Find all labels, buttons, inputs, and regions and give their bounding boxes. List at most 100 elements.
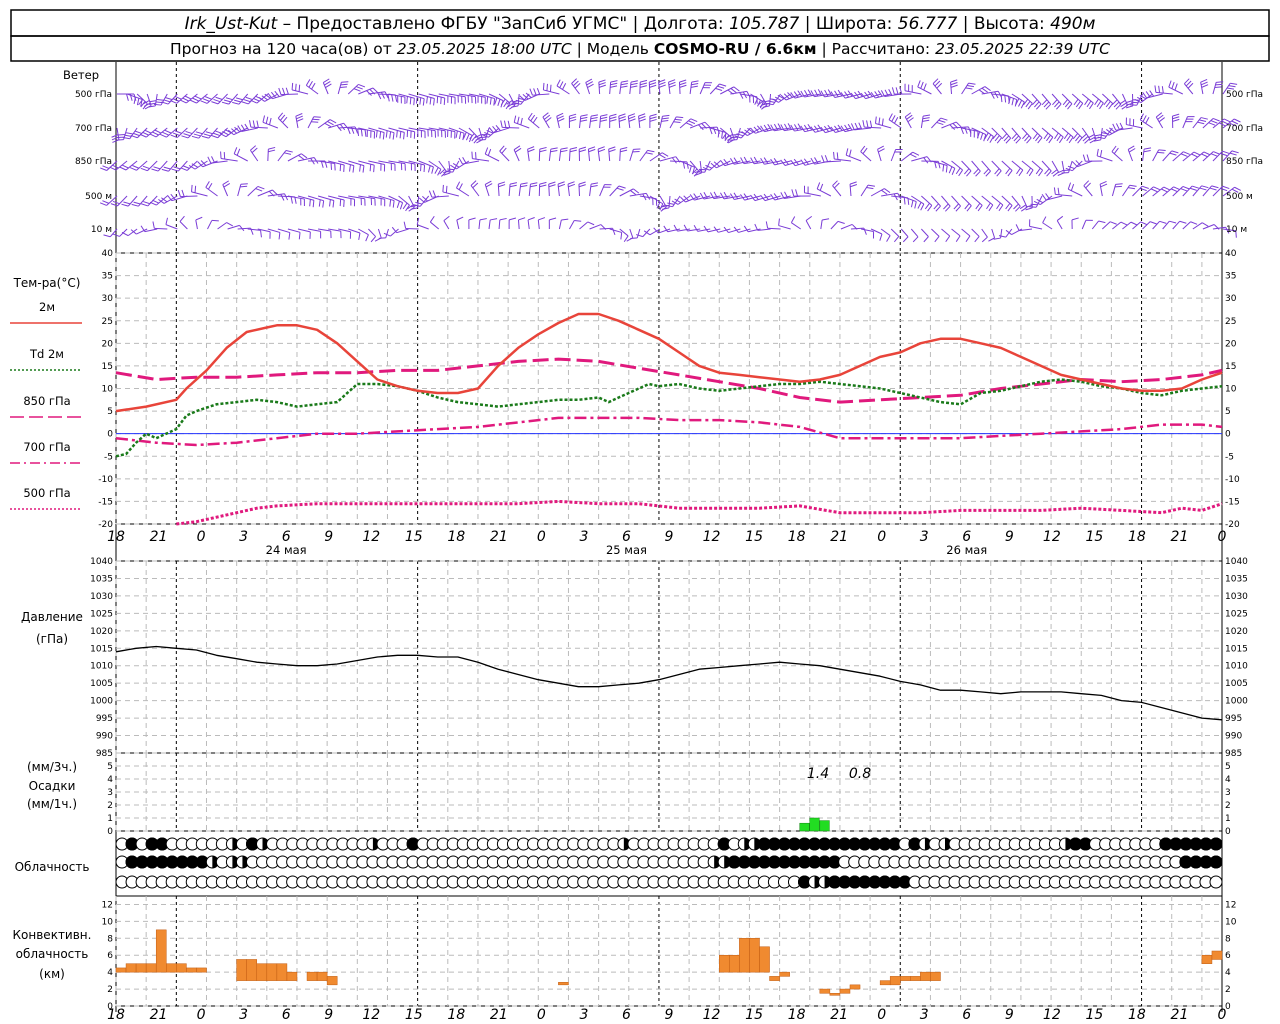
conv-bar [135,963,147,973]
wind-barb [428,127,446,132]
wind-feather [955,121,962,128]
wind-feather [441,171,447,177]
wind-feather [1120,221,1128,226]
wind-barb [609,185,620,197]
wind-feather [580,116,588,120]
wind-feather [621,80,629,83]
wind-feather [797,90,803,97]
conv-bar [115,967,127,973]
wind-barb [247,228,261,231]
ytick-right: 25 [1225,317,1236,327]
hour-label-top: 18 [447,529,465,545]
wind-feather [803,124,809,132]
wind-feather [111,164,119,169]
wind-feather [628,118,636,122]
wind-barb [585,82,591,95]
wind-barb [247,186,259,197]
precip-bar [799,822,810,832]
forecast-label: Прогноз на 120 часа(ов) от [170,40,392,58]
hour-label-bottom: 3 [239,1007,248,1023]
wind-feather [339,124,346,131]
wind-barb [1121,93,1129,106]
wind-feather [888,113,893,120]
wind-feather [296,118,304,122]
wind-barb [498,93,511,104]
wind-feather [527,146,535,150]
wind-barb [277,228,290,234]
wind-barb [733,160,751,165]
wind-feather [730,88,737,94]
wind-feather [193,133,201,137]
wind-feather [671,157,677,164]
wind-feather [256,120,259,128]
wind-feather [347,127,351,135]
wind-feather [443,215,450,221]
wind-feather [495,124,501,132]
wind-feather [988,237,995,242]
wind-barb [207,220,213,230]
wind-feather [353,88,361,92]
legend-label: 2м [39,300,55,314]
wind-feather [1065,167,1073,172]
wind-barb [408,127,426,132]
wind-feather [141,203,148,207]
wind-feather [723,158,729,165]
wind-feather [207,156,212,164]
wind-feather [245,96,253,101]
wind-feather [323,78,330,84]
wind-feather [456,181,461,189]
wind-barb [338,160,355,167]
wind-feather [427,165,431,173]
wind-barb [917,86,932,95]
wind-barb [1041,93,1052,105]
wind-feather [514,147,522,153]
wind-feather [817,89,823,96]
wind-feather [1043,132,1049,140]
wind-barb [556,85,570,95]
wind-feather [100,167,107,171]
wind-feather [854,122,859,130]
wind-feather [773,193,779,200]
wind-barb [753,160,771,165]
ytick-right: 8 [1225,934,1231,944]
wind-barb [1202,224,1215,230]
wind-feather [579,149,587,153]
wind-feather [1169,220,1177,224]
wind-feather [763,193,769,200]
wind-feather [750,194,756,201]
wind-feather [170,193,176,200]
wind-feather [527,217,535,221]
wind-barb [398,195,410,206]
wind-barb [880,228,891,236]
wind-barb [1021,195,1028,208]
wind-feather [487,148,492,156]
wind-feather [484,180,492,185]
wind-barb [267,149,269,162]
wind-feather [126,93,129,101]
wind-barb [941,195,951,207]
wind-barb [571,83,580,95]
wind-barb [870,188,885,197]
wind-feather [139,133,147,138]
wind-barb [981,160,991,172]
ytick-left: 1040 [90,557,113,567]
wind-feather [844,91,850,98]
wind-barb [578,184,581,197]
wind-feather [800,159,806,166]
wind-feather [1098,220,1106,224]
wind-barb [890,149,897,162]
conv-bar [326,976,338,986]
wind-feather [917,80,921,88]
wind-barb [649,195,664,205]
wind-feather [795,189,798,197]
wind-barb [1001,93,1017,101]
hour-label-bottom: 21 [1171,1007,1189,1023]
wind-feather [569,149,577,153]
wind-feather [570,147,578,150]
wind-barb [1202,151,1214,162]
wind-feather [1213,151,1220,155]
wind-feather [638,113,646,117]
wind-barb [377,228,382,239]
wind-feather [1086,154,1090,162]
ytick-left: 5 [107,407,113,417]
